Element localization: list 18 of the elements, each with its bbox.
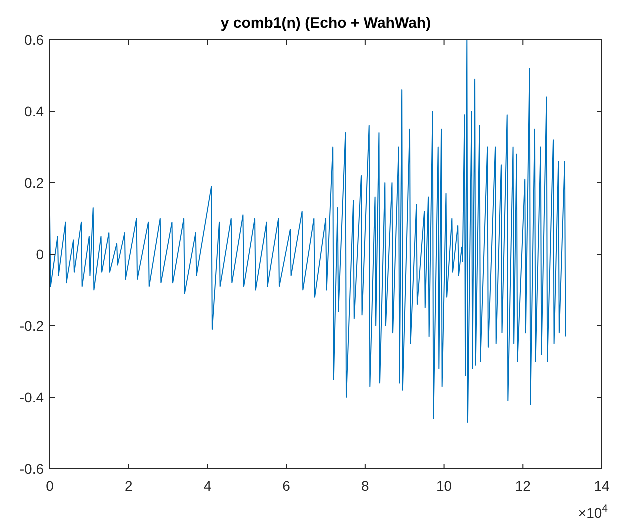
x-tick-label: 12: [515, 478, 532, 494]
x-tick-label: 4: [204, 478, 212, 494]
x-tick-label: 0: [46, 478, 54, 494]
x-tick-label: 8: [362, 478, 370, 494]
line-series: [50, 40, 566, 424]
y-tick-label: 0: [36, 246, 44, 262]
y-tick-label: 0.2: [24, 175, 44, 191]
y-tick-label: -0.6: [20, 461, 44, 477]
x-tick-label: 14: [594, 478, 610, 494]
x-tick-label: 6: [282, 478, 291, 494]
y-tick-label: -0.2: [20, 318, 44, 334]
y-tick-label: 0.4: [24, 104, 44, 120]
y-tick-label: -0.4: [20, 390, 44, 406]
chart-title: y comb1(n) (Echo + WahWah): [220, 15, 432, 32]
x-tick-label: 2: [124, 478, 133, 494]
y-tick-label: 0.6: [24, 32, 44, 48]
x-tick-label: 10: [436, 478, 452, 494]
text: ×10$^{4}$: [578, 503, 608, 521]
